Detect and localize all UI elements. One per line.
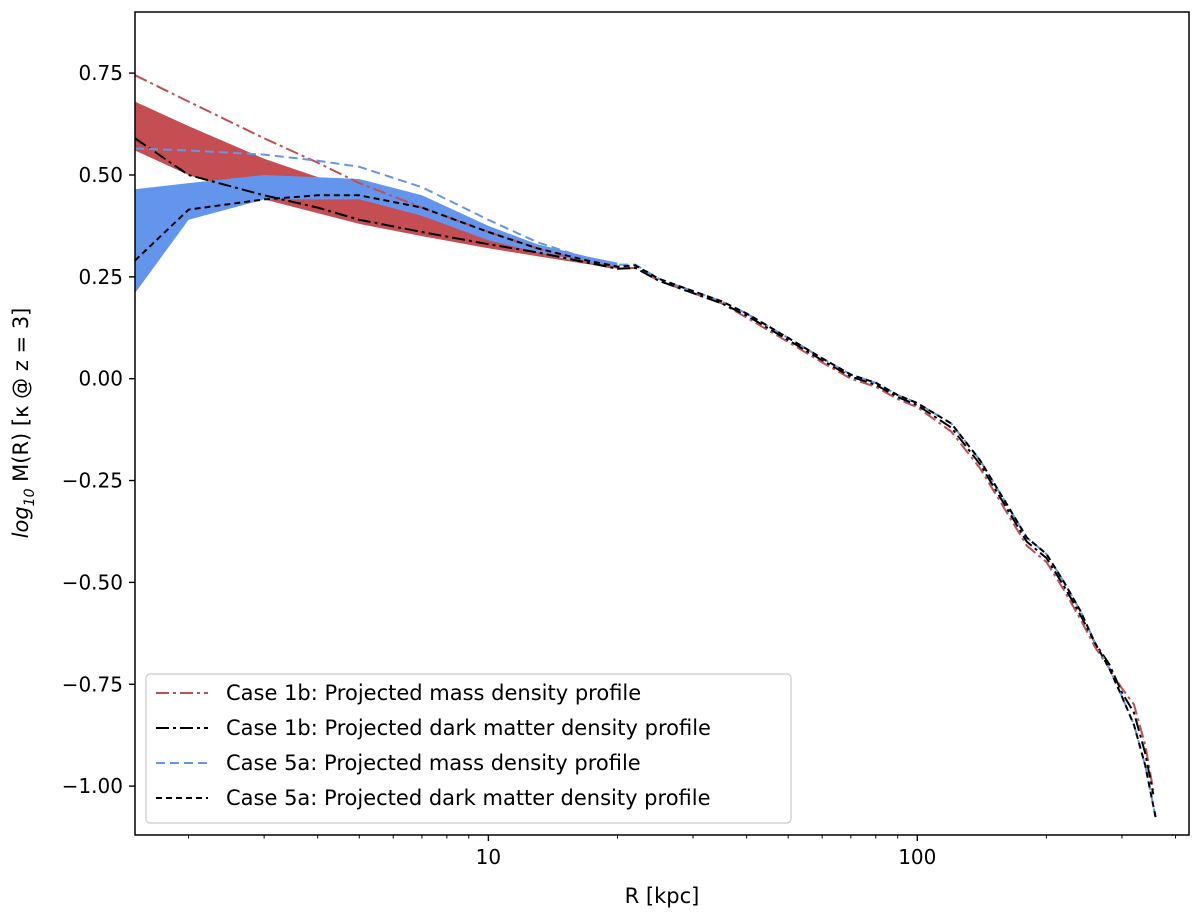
axis-ticks: 10 100 0.75 0.50 0.25 0.00 −0.25 −0.50 −0.75 −1.0… (62, 61, 1177, 869)
y-axis-label-sub: 10 (22, 488, 38, 506)
y-axis-label: log10 M(R) [κ @ z = 3] (9, 308, 38, 539)
y-tick-label: 0.50 (78, 163, 123, 187)
y-axis-label-log: log (9, 506, 33, 538)
legend-box (145, 673, 792, 824)
legend-label-1: Case 1b: Projected mass density profile (226, 681, 641, 705)
x-axis-label: R [kpc] (625, 884, 700, 908)
x-tick-label: 100 (898, 845, 936, 869)
legend: Case 1b: Projected mass density profile C… (145, 673, 792, 824)
y-tick-label: −0.50 (62, 570, 123, 594)
y-tick-label: 0.25 (78, 265, 123, 289)
legend-label-2: Case 1b: Projected dark matter density p… (226, 716, 711, 740)
legend-label-3: Case 5a: Projected mass density profile (226, 751, 641, 775)
y-tick-label: 0.75 (78, 61, 123, 85)
x-tick-label: 10 (476, 845, 501, 869)
plot-area (135, 74, 1157, 819)
y-tick-label: 0.00 (78, 367, 123, 391)
series-line-4 (135, 194, 1157, 819)
y-tick-label: −0.75 (62, 672, 123, 696)
plot-frame (134, 11, 1190, 836)
y-tick-label: −1.00 (62, 774, 123, 798)
y-axis-label-rest: M(R) [κ @ z = 3] (9, 308, 33, 489)
y-tick-label: −0.25 (62, 469, 123, 493)
legend-label-4: Case 5a: Projected dark matter density p… (226, 786, 711, 810)
uncertainty-band-2 (135, 175, 618, 294)
